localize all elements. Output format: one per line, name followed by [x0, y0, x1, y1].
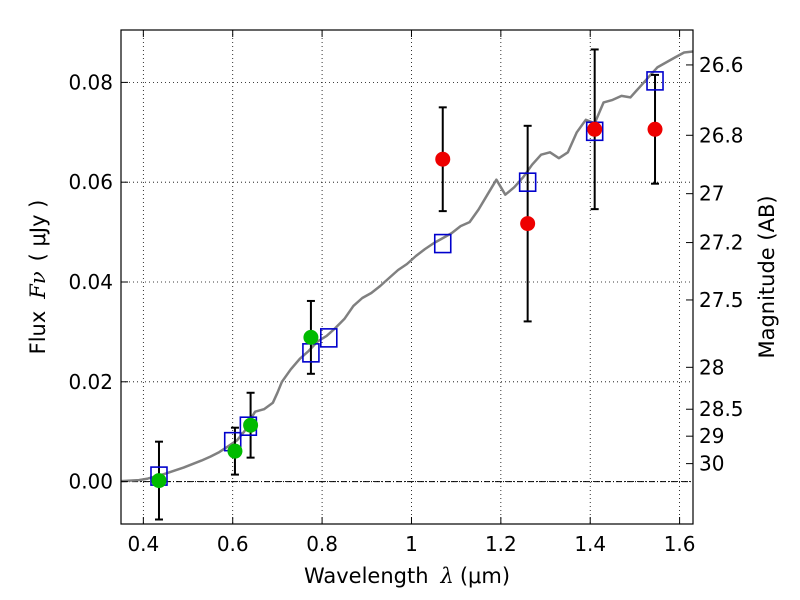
- observed-circle-marker: [647, 121, 663, 137]
- observed-circle-marker: [243, 417, 259, 433]
- y2-axis-label: Magnitude (AB): [755, 195, 779, 358]
- observed-circle-marker: [303, 329, 319, 345]
- plot-background: [121, 30, 693, 524]
- y-tick-label: 0.08: [68, 70, 113, 94]
- x-axis-label-symbol: λ: [440, 564, 454, 588]
- y2-tick-labels: 26.6 26.8 27 27.2 27.5 28 28.5 29 30: [699, 53, 744, 476]
- x-tick-label: 1.6: [664, 532, 696, 556]
- x-axis-label-unit: (μm): [460, 564, 510, 588]
- data-markers: [150, 71, 664, 489]
- y2-tick-label: 28: [699, 355, 724, 379]
- y-tick-label: 0.04: [68, 270, 113, 294]
- x-tick-label: 1.4: [574, 532, 606, 556]
- y-axis-label-text: Flux: [26, 311, 50, 355]
- x-tick-labels: 0.4 0.6 0.8 1 1.2 1.4 1.6: [127, 532, 695, 556]
- observed-circle-marker: [151, 473, 167, 489]
- model-square-marker: [518, 172, 537, 192]
- x-tick-label: 0.6: [217, 532, 249, 556]
- y2-tick-label: 28.5: [699, 397, 744, 421]
- y-tick-label: 0.06: [68, 170, 113, 194]
- y2-tick-label: 29: [699, 424, 724, 448]
- y2-tick-label: 30: [699, 452, 724, 476]
- observed-circle-marker: [587, 121, 603, 137]
- x-axis-label: Wavelength λ (μm): [304, 564, 510, 588]
- model-square-marker: [646, 71, 664, 91]
- x-tick-label: 0.8: [306, 532, 338, 556]
- plot-frame: [120, 29, 694, 525]
- y-axis-label-unit: ( μJy ): [26, 200, 50, 262]
- x-tick-label: 0.4: [127, 532, 159, 556]
- observed-circle-marker: [435, 151, 451, 167]
- y-axis-label: Flux Fν ( μJy ): [26, 200, 50, 355]
- model-square-marker: [319, 328, 338, 348]
- y2-tick-label: 27.5: [699, 288, 744, 312]
- y2-tick-label: 26.8: [699, 123, 744, 147]
- y-axis-label-symbol: Fν: [26, 271, 50, 300]
- observed-circle-marker: [520, 216, 536, 232]
- x-tick-label: 1: [405, 532, 418, 556]
- y2-tick-label: 26.6: [699, 53, 744, 77]
- y2-tick-label: 27: [699, 182, 724, 206]
- model-square-marker: [433, 233, 452, 254]
- axis-ticks: [121, 30, 693, 524]
- observed-circle-marker: [227, 443, 243, 459]
- y2-tick-label: 27.2: [699, 231, 744, 255]
- y-tick-label: 0.00: [68, 470, 113, 494]
- y-tick-label: 0.02: [68, 370, 113, 394]
- x-tick-label: 1.2: [485, 532, 517, 556]
- y-tick-labels: 0.00 0.02 0.04 0.06 0.08: [68, 70, 113, 493]
- x-axis-label-text: Wavelength: [304, 564, 429, 588]
